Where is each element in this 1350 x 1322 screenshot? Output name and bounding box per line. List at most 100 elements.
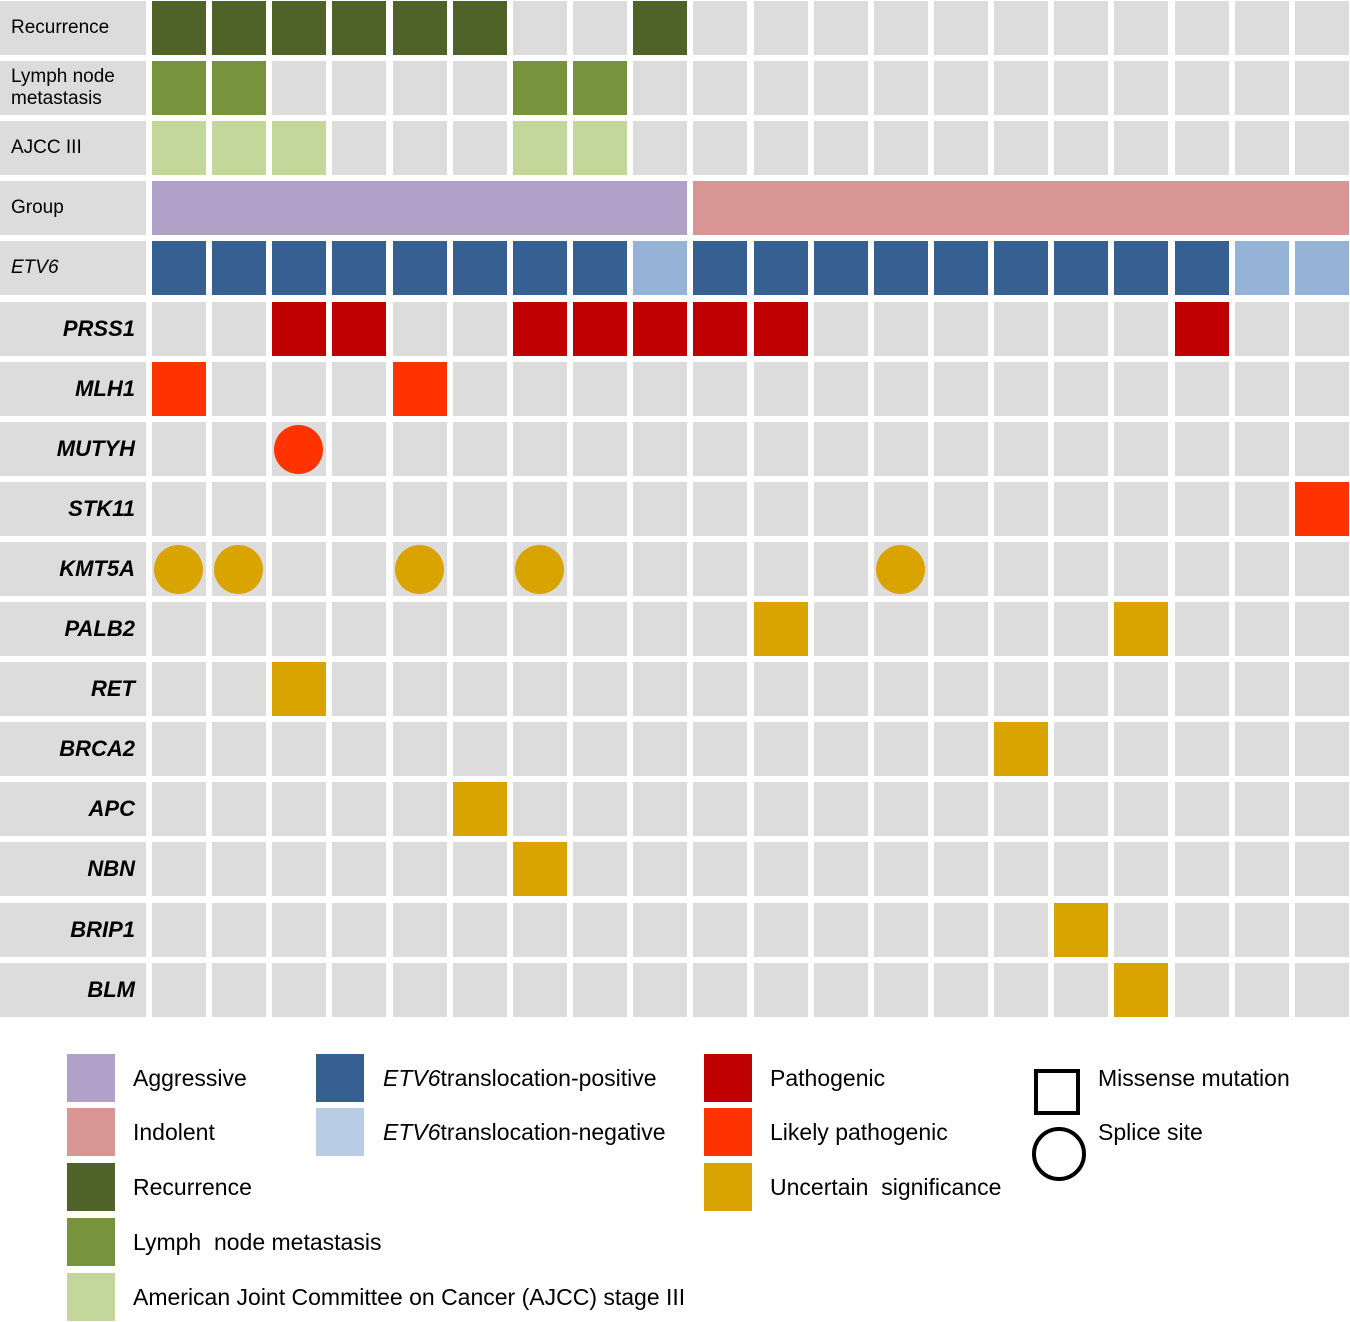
- gene-cell: [814, 422, 868, 476]
- etv6-cell: [152, 241, 206, 295]
- gene-cell: [1054, 422, 1108, 476]
- mutation-missense: [332, 302, 386, 356]
- gene-cell: [212, 782, 266, 836]
- feature-cell: [1235, 61, 1289, 115]
- feature-cell: [272, 121, 326, 175]
- gene-cell: [453, 842, 507, 896]
- etv6-cell: [994, 241, 1048, 295]
- gene-cell: [633, 782, 687, 836]
- gene-cell: [212, 302, 266, 356]
- mutation-missense: [693, 302, 747, 356]
- gene-cell: [1054, 362, 1108, 416]
- gene-cell: [814, 782, 868, 836]
- feature-cell: [393, 1, 447, 55]
- gene-cell: [212, 362, 266, 416]
- legend-label: Recurrence: [133, 1174, 252, 1200]
- gene-cell: [453, 362, 507, 416]
- gene-cell: [453, 602, 507, 656]
- etv6-label: ETV6: [0, 241, 146, 295]
- legend-label: Aggressive: [133, 1065, 247, 1091]
- gene-cell: [754, 662, 808, 716]
- gene-cell: [934, 722, 988, 776]
- gene-cell: [332, 963, 386, 1017]
- gene-cell: [874, 662, 928, 716]
- gene-cell: [332, 722, 386, 776]
- mutation-missense: [573, 302, 627, 356]
- feature-label-2: AJCC III: [0, 121, 146, 175]
- gene-cell: [754, 542, 808, 596]
- gene-cell: [1235, 302, 1289, 356]
- gene-cell: [874, 963, 928, 1017]
- feature-cell: [573, 61, 627, 115]
- gene-cell: [693, 963, 747, 1017]
- gene-cell: [212, 963, 266, 1017]
- gene-cell: [693, 782, 747, 836]
- legend-swatch-recurrence: [67, 1163, 115, 1211]
- gene-cell: [332, 482, 386, 536]
- legend-swatch-likely: [704, 1108, 752, 1156]
- gene-cell: [573, 903, 627, 957]
- legend-label: American Joint Committee on Cancer (AJCC…: [133, 1284, 686, 1310]
- gene-cell: [1114, 662, 1168, 716]
- gene-cell: [754, 722, 808, 776]
- gene-cell: [1054, 722, 1108, 776]
- mutation-splice: [154, 545, 203, 594]
- mutation-missense: [754, 302, 808, 356]
- etv6-cell: [874, 241, 928, 295]
- splice-circle-icon: [1032, 1127, 1086, 1181]
- gene-cell: [272, 602, 326, 656]
- gene-cell: [152, 722, 206, 776]
- legend-label-text: translocation-negative: [440, 1119, 666, 1145]
- gene-cell: [1235, 963, 1289, 1017]
- gene-cell: [1295, 602, 1349, 656]
- gene-cell: [332, 542, 386, 596]
- gene-cell: [633, 422, 687, 476]
- gene-label-apc: APC: [0, 782, 146, 836]
- gene-cell: [874, 903, 928, 957]
- gene-cell: [272, 482, 326, 536]
- legend-swatch-uncertain: [704, 1163, 752, 1211]
- gene-cell: [994, 842, 1048, 896]
- gene-cell: [693, 542, 747, 596]
- gene-cell: [754, 482, 808, 536]
- missense-square-icon: [1034, 1069, 1080, 1115]
- gene-cell: [874, 842, 928, 896]
- group-bar-aggressive: [152, 181, 687, 235]
- gene-cell: [934, 842, 988, 896]
- gene-cell: [633, 963, 687, 1017]
- feature-cell: [1235, 1, 1289, 55]
- gene-cell: [934, 662, 988, 716]
- gene-cell: [934, 422, 988, 476]
- legend-label-italic: ETV6: [383, 1119, 441, 1145]
- mutation-missense: [994, 722, 1048, 776]
- feature-cell: [994, 1, 1048, 55]
- feature-cell: [332, 61, 386, 115]
- gene-cell: [693, 903, 747, 957]
- gene-cell: [1114, 782, 1168, 836]
- feature-cell: [513, 121, 567, 175]
- feature-cell: [152, 61, 206, 115]
- gene-cell: [693, 422, 747, 476]
- gene-cell: [1114, 482, 1168, 536]
- gene-cell: [754, 903, 808, 957]
- gene-cell: [633, 662, 687, 716]
- gene-label-ret: RET: [0, 662, 146, 716]
- feature-cell: [1295, 1, 1349, 55]
- gene-cell: [1054, 963, 1108, 1017]
- gene-cell: [994, 963, 1048, 1017]
- gene-label-stk11: STK11: [0, 482, 146, 536]
- gene-cell: [633, 842, 687, 896]
- gene-cell: [453, 963, 507, 1017]
- gene-cell: [513, 662, 567, 716]
- gene-cell: [693, 362, 747, 416]
- etv6-cell: [754, 241, 808, 295]
- gene-cell: [393, 602, 447, 656]
- feature-cell: [754, 121, 808, 175]
- feature-cell: [212, 1, 266, 55]
- feature-cell: [1295, 61, 1349, 115]
- gene-cell: [393, 662, 447, 716]
- mutation-missense: [1175, 302, 1229, 356]
- feature-cell: [453, 61, 507, 115]
- gene-cell: [332, 842, 386, 896]
- gene-label-mutyh: MUTYH: [0, 422, 146, 476]
